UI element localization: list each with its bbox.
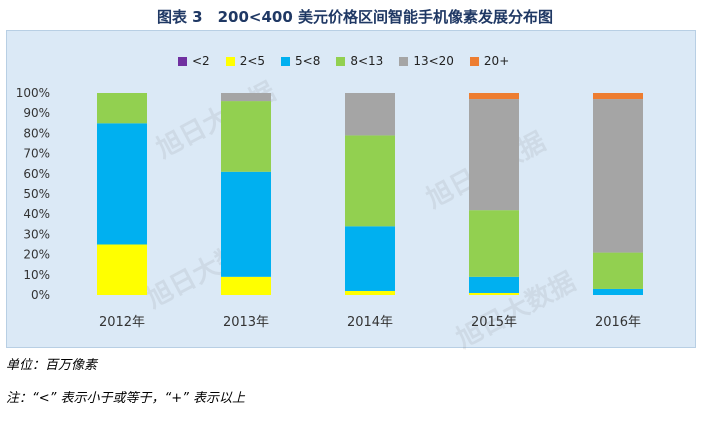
x-tick-label: 2012年 xyxy=(99,315,145,330)
bar-segment xyxy=(593,288,643,295)
bar-segment xyxy=(97,93,147,124)
bar-segment xyxy=(593,99,643,253)
legend-swatch-5-8 xyxy=(281,56,291,66)
bar-segment xyxy=(469,99,519,211)
legend-label: <2 xyxy=(192,54,210,68)
bar-segment xyxy=(469,210,519,277)
legend: <2 2<5 5<8 8<13 13<20 20+ xyxy=(178,52,509,70)
x-tick-label: 2014年 xyxy=(347,315,393,330)
bar-segment xyxy=(345,226,395,291)
y-tick-label: 60% xyxy=(23,167,50,181)
bar-segment xyxy=(469,292,519,295)
y-tick-label: 40% xyxy=(23,207,50,221)
y-tick-label: 20% xyxy=(23,248,50,262)
bar-segment xyxy=(469,93,519,100)
bar-segment xyxy=(345,135,395,227)
legend-swatch-20plus xyxy=(469,56,479,66)
bar-segment xyxy=(345,290,395,295)
legend-label: 13<20 xyxy=(413,54,454,68)
legend-swatch-8-13 xyxy=(336,56,346,66)
bar-segment xyxy=(97,244,147,295)
y-tick-label: 80% xyxy=(23,126,50,140)
symbol-note: 注：“<” 表示小于或等于，“+” 表示以上 xyxy=(6,391,245,406)
legend-item: 20+ xyxy=(469,54,510,68)
x-tick-label: 2016年 xyxy=(595,315,641,330)
legend-item: 5<8 xyxy=(281,54,320,68)
x-tick-label: 2013年 xyxy=(223,315,269,330)
bar-segment xyxy=(593,93,643,100)
notes: 单位：百万像素 注：“<” 表示小于或等于，“+” 表示以上 xyxy=(6,356,245,422)
y-tick-label: 90% xyxy=(23,106,50,120)
bar-segment xyxy=(593,252,643,289)
y-tick-label: 10% xyxy=(23,268,50,282)
legend-label: 20+ xyxy=(483,54,510,68)
bar-segment xyxy=(97,123,147,245)
bar-segment xyxy=(221,101,271,172)
chart-title: 图表 3 200<400 美元价格区间智能手机像素发展分布图 xyxy=(156,8,554,26)
bar-segment xyxy=(345,93,395,136)
y-tick-label: 100% xyxy=(16,86,50,100)
x-tick-label: 2015年 xyxy=(471,315,517,330)
bar-segment xyxy=(221,171,271,277)
legend-item: <2 xyxy=(178,54,210,68)
y-tick-label: 70% xyxy=(23,147,50,161)
legend-item: 8<13 xyxy=(336,54,383,68)
legend-swatch-2-5 xyxy=(225,56,235,66)
bar-segment xyxy=(469,276,519,293)
y-tick-label: 0% xyxy=(31,288,50,302)
y-tick-label: 50% xyxy=(23,187,50,201)
legend-label: 5<8 xyxy=(295,54,321,68)
legend-label: 2<5 xyxy=(239,54,266,68)
legend-item: 13<20 xyxy=(399,54,454,68)
bar-segment xyxy=(221,276,271,295)
y-tick-label: 30% xyxy=(23,227,50,241)
unit-note: 单位：百万像素 xyxy=(6,358,98,373)
legend-label: 8<13 xyxy=(350,54,384,68)
bar-segment xyxy=(221,93,271,102)
legend-swatch-13-20 xyxy=(399,56,409,66)
legend-swatch-lt2 xyxy=(178,56,187,66)
stacked-bar-chart: 0% 10% 20% 30% 40% 50% 60% 70% 80% 90% 100% 2012年 20… xyxy=(16,86,643,330)
legend-item: 2<5 xyxy=(225,54,266,68)
